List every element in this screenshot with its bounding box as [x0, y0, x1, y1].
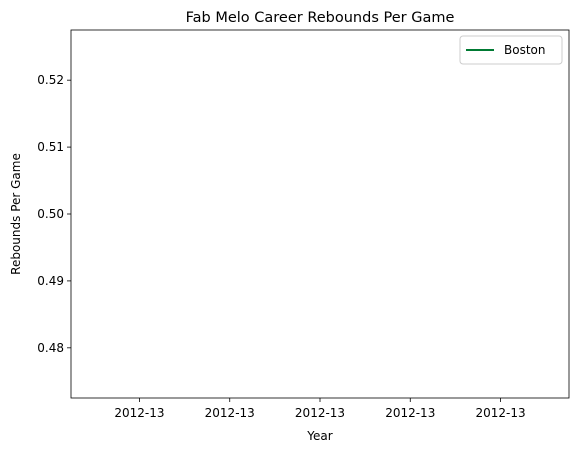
legend-label-boston: Boston	[504, 43, 545, 57]
x-axis-label: Year	[306, 429, 332, 443]
x-tick-label: 2012-13	[385, 406, 435, 420]
y-tick-label: 0.50	[37, 207, 64, 221]
x-tick-label: 2012-13	[114, 406, 164, 420]
x-tick-label: 2012-13	[475, 406, 525, 420]
y-tick-label: 0.48	[37, 341, 64, 355]
y-tick-label: 0.52	[37, 73, 64, 87]
y-tick-label: 0.51	[37, 140, 64, 154]
chart-title: Fab Melo Career Rebounds Per Game	[186, 10, 455, 26]
x-tick-label: 2012-13	[205, 406, 255, 420]
y-tick-label: 0.49	[37, 274, 64, 288]
y-axis-label: Rebounds Per Game	[9, 153, 23, 275]
y-axis: 0.48 0.49 0.50 0.51 0.52	[37, 73, 71, 355]
legend: Boston	[459, 35, 563, 65]
x-axis: 2012-13 2012-13 2012-13 2012-13 2012-13	[114, 398, 526, 420]
x-tick-label: 2012-13	[295, 406, 345, 420]
legend-box	[459, 35, 563, 65]
